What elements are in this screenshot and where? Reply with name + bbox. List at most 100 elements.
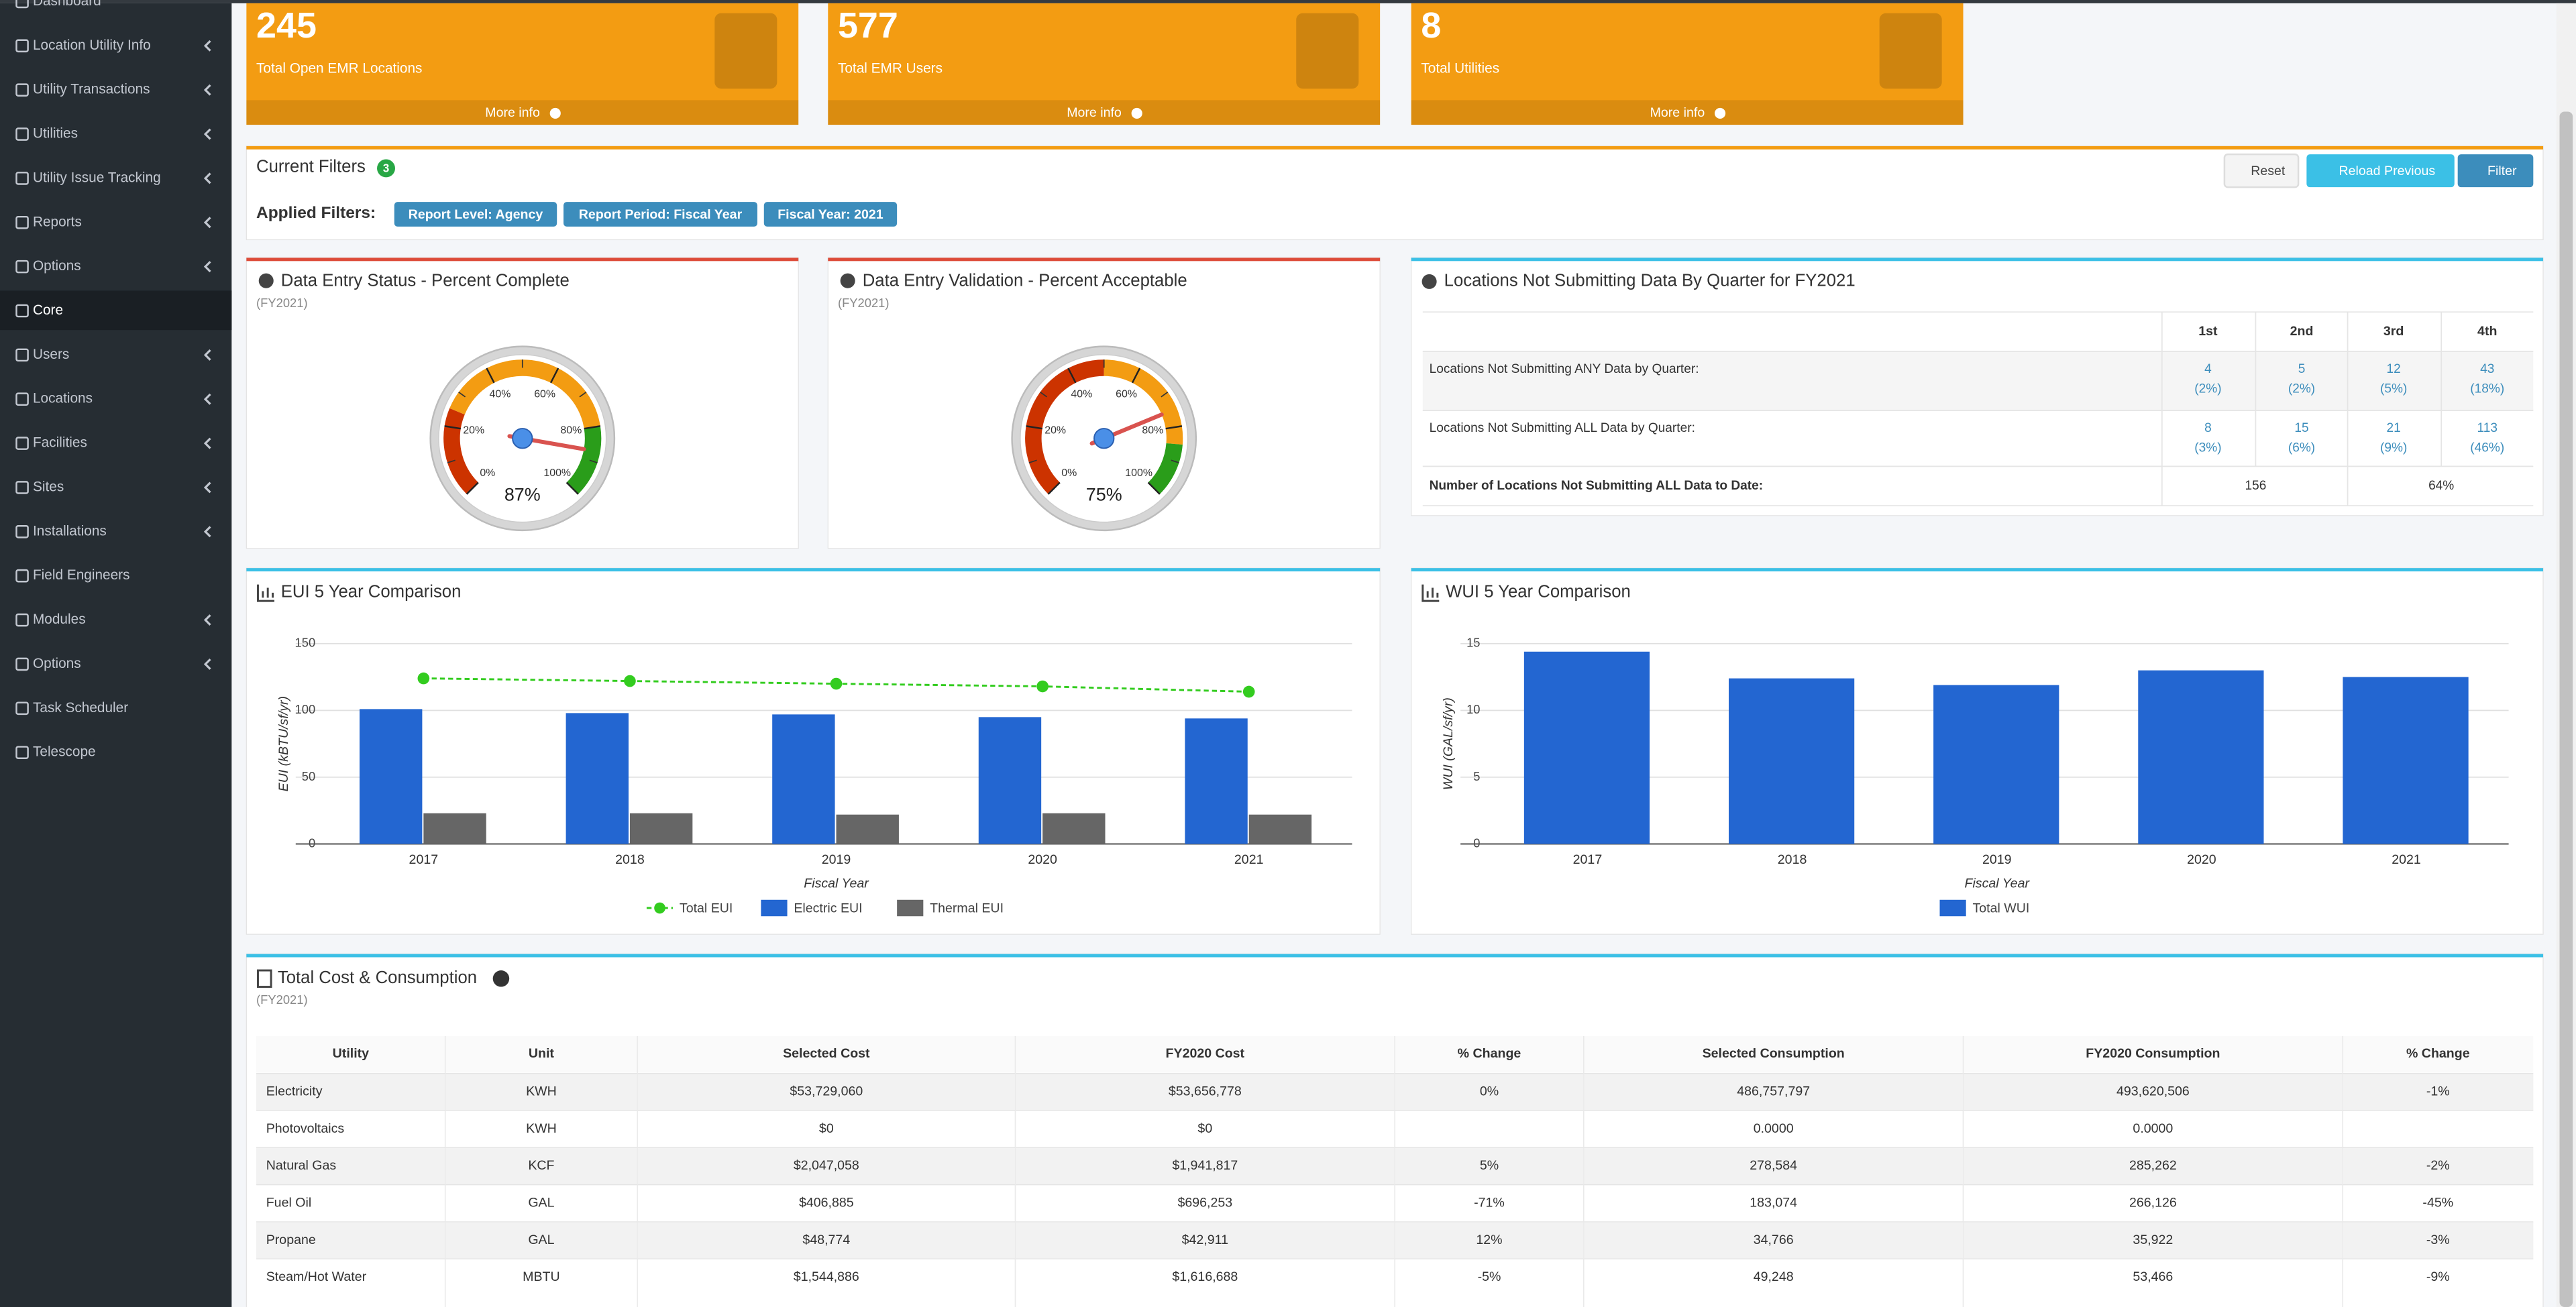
- sidebar-item[interactable]: Options: [33, 656, 81, 671]
- gauge-band: [1025, 359, 1104, 494]
- sidebar-item[interactable]: Facilities: [33, 435, 87, 451]
- gauge-minor-tick: [1028, 459, 1037, 463]
- bar: [629, 813, 693, 844]
- bar: [423, 813, 486, 844]
- sidebar-item[interactable]: Location Utility Info: [33, 38, 151, 53]
- gauge-tick-label: 40%: [1071, 389, 1092, 400]
- cell-percent[interactable]: (2%): [2288, 382, 2315, 396]
- table-cell: Photovoltaics: [266, 1121, 345, 1136]
- more-info-icon: [1715, 107, 1726, 119]
- table-cell: -5%: [1478, 1269, 1501, 1284]
- info-box-footer[interactable]: [1411, 100, 1964, 125]
- filter-button[interactable]: [2457, 154, 2534, 188]
- cell-percent[interactable]: (5%): [2380, 382, 2407, 396]
- sidebar-item[interactable]: Modules: [33, 612, 86, 627]
- table-header: Utility: [333, 1046, 370, 1061]
- table-cell: -45%: [2422, 1195, 2453, 1210]
- sidebar-item[interactable]: Utility Transactions: [33, 82, 150, 97]
- sidebar-icon: [15, 746, 29, 759]
- filter-button-label[interactable]: Reset: [2251, 164, 2286, 178]
- gauge-value-label: 75%: [1086, 485, 1122, 505]
- sidebar-item[interactable]: Reports: [33, 214, 82, 229]
- sidebar-item[interactable]: Sites: [33, 479, 64, 494]
- cell-count[interactable]: 21: [2387, 421, 2401, 435]
- sidebar-chevron: [203, 481, 211, 494]
- sidebar-chevron: [203, 217, 211, 229]
- gauge-minor-tick: [579, 391, 587, 398]
- sidebar-item[interactable]: Utilities: [33, 126, 78, 141]
- gauge-card-top-border: [828, 258, 1381, 262]
- y-tick-label: 50: [302, 769, 315, 783]
- sidebar-item[interactable]: Core: [33, 302, 63, 318]
- scrollbar-thumb: [2559, 111, 2573, 1307]
- cell-count[interactable]: 12: [2387, 362, 2401, 376]
- chart-card-top-border: [1411, 568, 2544, 572]
- cell-count[interactable]: 43: [2480, 362, 2494, 376]
- sidebar-icon: [15, 0, 29, 9]
- filter-button[interactable]: [2306, 154, 2455, 188]
- info-box: [828, 3, 1381, 125]
- table-cell: Natural Gas: [266, 1158, 337, 1173]
- gauge-minor-tick: [1171, 459, 1179, 463]
- line-point: [417, 672, 430, 685]
- sidebar-chevron: [203, 526, 211, 538]
- table-cell: -1%: [2426, 1084, 2450, 1098]
- cell-count[interactable]: 8: [2204, 421, 2212, 435]
- sidebar-item[interactable]: Dashboard: [33, 0, 101, 9]
- y-axis-label: EUI (kBTU/sf/yr): [276, 696, 291, 791]
- cell-percent[interactable]: (9%): [2380, 441, 2407, 455]
- sidebar-icon: [15, 437, 29, 450]
- gauge-tick-label: 20%: [1044, 424, 1066, 436]
- filter-button-label[interactable]: Filter: [2487, 164, 2517, 178]
- cell-percent[interactable]: (46%): [2470, 441, 2504, 455]
- cell-percent[interactable]: (18%): [2470, 382, 2504, 396]
- info-box-footer[interactable]: [246, 100, 799, 125]
- sidebar-active: [0, 290, 232, 331]
- table-cell: MBTU: [523, 1269, 559, 1284]
- sidebar-item[interactable]: Task Scheduler: [33, 700, 128, 716]
- sidebar-icon: [15, 481, 29, 494]
- gauge-tick: [466, 481, 479, 495]
- sidebar-item[interactable]: Options: [33, 258, 81, 274]
- sidebar-item[interactable]: Field Engineers: [33, 567, 130, 583]
- sidebar: [0, 3, 232, 1307]
- filter-button-label[interactable]: Reload Previous: [2339, 164, 2436, 178]
- cell-count[interactable]: 5: [2298, 362, 2306, 376]
- more-info-link[interactable]: More info: [1067, 105, 1122, 120]
- filter-chip-label: Fiscal Year: 2021: [777, 207, 883, 222]
- table-header: 2nd: [2290, 324, 2314, 339]
- table-cell: Fuel Oil: [266, 1195, 311, 1210]
- cell-percent[interactable]: (6%): [2288, 441, 2315, 455]
- sidebar-item[interactable]: Installations: [33, 523, 107, 538]
- cell-count[interactable]: 113: [2477, 421, 2498, 435]
- filter-chip: [394, 202, 557, 227]
- filter-button[interactable]: [2223, 153, 2300, 188]
- table-cell: $48,774: [802, 1233, 850, 1247]
- sidebar-chevron: [203, 393, 211, 405]
- sidebar-chevron: [203, 40, 211, 52]
- info-box-footer[interactable]: [828, 100, 1381, 125]
- cell-count[interactable]: 15: [2294, 421, 2308, 435]
- table-cell: 5%: [1480, 1158, 1499, 1173]
- cell-percent[interactable]: (3%): [2194, 441, 2221, 455]
- info-box-value: 245: [256, 5, 317, 46]
- gauge-tick-label: 0%: [480, 467, 495, 479]
- sidebar-icon: [15, 215, 29, 229]
- sidebar-item[interactable]: Locations: [33, 391, 93, 406]
- cell-percent[interactable]: (2%): [2194, 382, 2221, 396]
- sidebar-item[interactable]: Utility Issue Tracking: [33, 170, 161, 185]
- sidebar-item[interactable]: Users: [33, 347, 69, 362]
- table-cell: -71%: [1474, 1195, 1505, 1210]
- x-axis-label: Fiscal Year: [804, 876, 869, 891]
- table-cell: $1,544,886: [794, 1269, 859, 1284]
- gauge-tick: [444, 425, 462, 430]
- cell-count[interactable]: 4: [2204, 362, 2212, 376]
- table-cell: Propane: [266, 1233, 316, 1247]
- gauge-tick: [1131, 367, 1141, 384]
- more-info-link[interactable]: More info: [1650, 105, 1705, 120]
- sidebar-item[interactable]: Telescope: [33, 744, 96, 760]
- gauge-subtitle: (FY2021): [838, 296, 890, 310]
- sidebar-icon: [15, 348, 29, 362]
- more-info-link[interactable]: More info: [485, 105, 540, 120]
